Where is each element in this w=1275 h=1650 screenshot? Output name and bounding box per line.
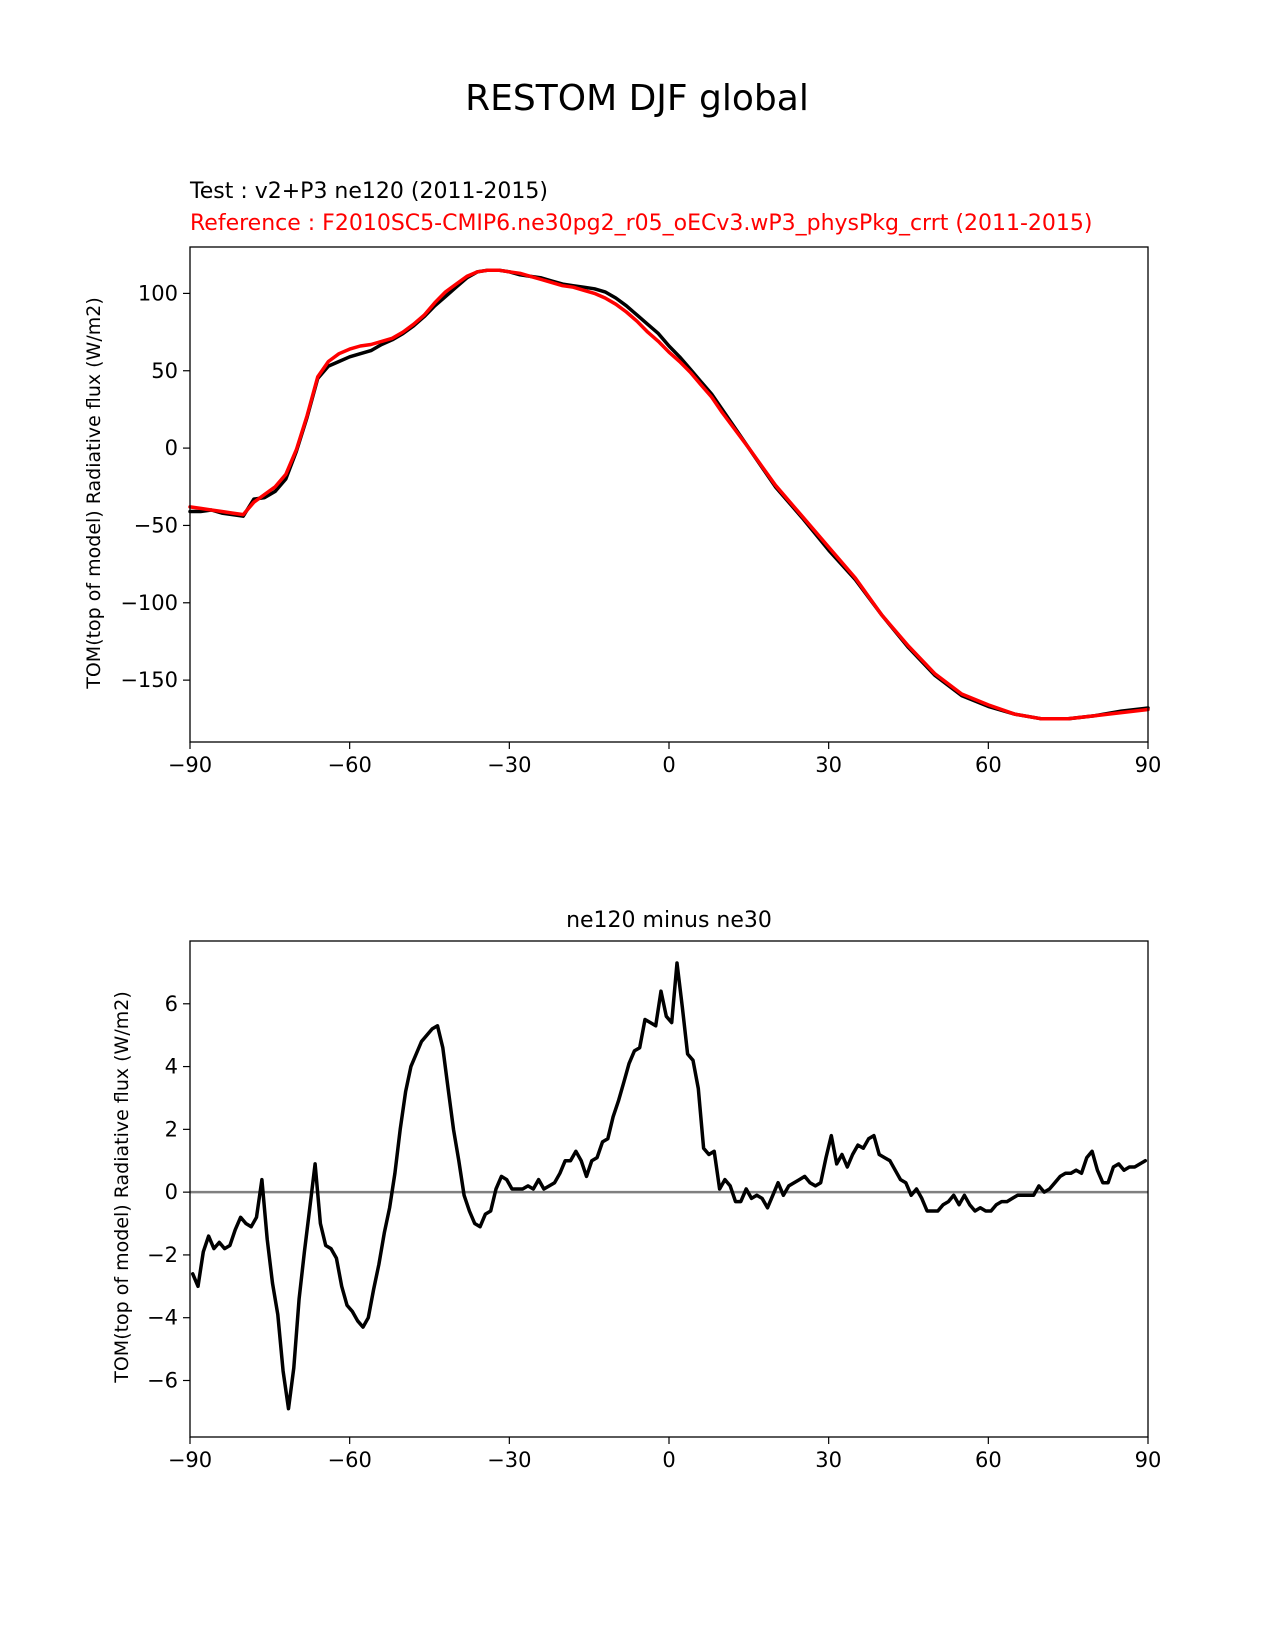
bottom-xtick-label: 0 — [662, 1448, 675, 1472]
top-plot-lines — [188, 268, 1150, 721]
bottom-panel: ne120 minus ne30 TOM(top of model) Radia… — [111, 908, 1161, 1472]
top-xtick-label: 0 — [662, 753, 675, 777]
top-ytick-label: 100 — [138, 281, 178, 305]
top-series-line-2 — [188, 268, 1150, 721]
top-xtick-label: 90 — [1135, 753, 1162, 777]
bottom-xtick-label: 30 — [815, 1448, 842, 1472]
top-xtick-label: −60 — [328, 753, 372, 777]
figure-suptitle: RESTOM DJF global — [465, 78, 809, 119]
bottom-xtick-label: −60 — [328, 1448, 372, 1472]
top-axes-frame — [189, 246, 1149, 743]
bottom-series-line-1 — [190, 961, 1148, 1411]
bottom-xtick-label: −90 — [168, 1448, 212, 1472]
bottom-xtick-label: −30 — [487, 1448, 531, 1472]
bottom-ytick-label: 4 — [165, 1055, 178, 1079]
bottom-xtick-label: 90 — [1135, 1448, 1162, 1472]
bottom-ytick-label: −2 — [147, 1243, 178, 1267]
top-xtick-label: −90 — [168, 753, 212, 777]
reference-title: Reference : F2010SC5-CMIP6.ne30pg2_r05_o… — [190, 211, 1092, 236]
test-title: Test : v2+P3 ne120 (2011-2015) — [189, 179, 548, 204]
top-ytick-label: 0 — [165, 436, 178, 460]
bottom-axes-frame — [189, 940, 1149, 1438]
bottom-plot-lines — [190, 961, 1148, 1411]
bottom-ylabel: TOM(top of model) Radiative flux (W/m2) — [111, 991, 133, 1384]
top-ytick-label: 50 — [151, 359, 178, 383]
bottom-ytick-label: −6 — [147, 1368, 178, 1392]
top-xtick-label: −30 — [487, 753, 531, 777]
bottom-axes-ticks: −90 −60 −30 0 30 60 90 −6 −4 −2 0 2 4 6 — [147, 992, 1161, 1472]
bottom-xtick-label: 60 — [975, 1448, 1002, 1472]
top-ytick-label: −50 — [134, 513, 178, 537]
bottom-ytick-label: 0 — [165, 1180, 178, 1204]
bottom-ytick-label: −4 — [147, 1306, 178, 1330]
bottom-ytick-label: 6 — [165, 992, 178, 1016]
top-ytick-label: −100 — [120, 591, 178, 615]
top-panel: Test : v2+P3 ne120 (2011-2015) Reference… — [83, 179, 1161, 777]
bottom-ytick-label: 2 — [165, 1117, 178, 1141]
top-axes-ticks: −90 −60 −30 0 30 60 90 −150 −100 −50 0 50 100 — [120, 281, 1161, 777]
top-ytick-label: −150 — [120, 668, 178, 692]
difference-title: ne120 minus ne30 — [566, 908, 772, 933]
top-ylabel: TOM(top of model) Radiative flux (W/m2) — [83, 297, 105, 690]
top-xtick-label: 60 — [975, 753, 1002, 777]
top-xtick-label: 30 — [815, 753, 842, 777]
